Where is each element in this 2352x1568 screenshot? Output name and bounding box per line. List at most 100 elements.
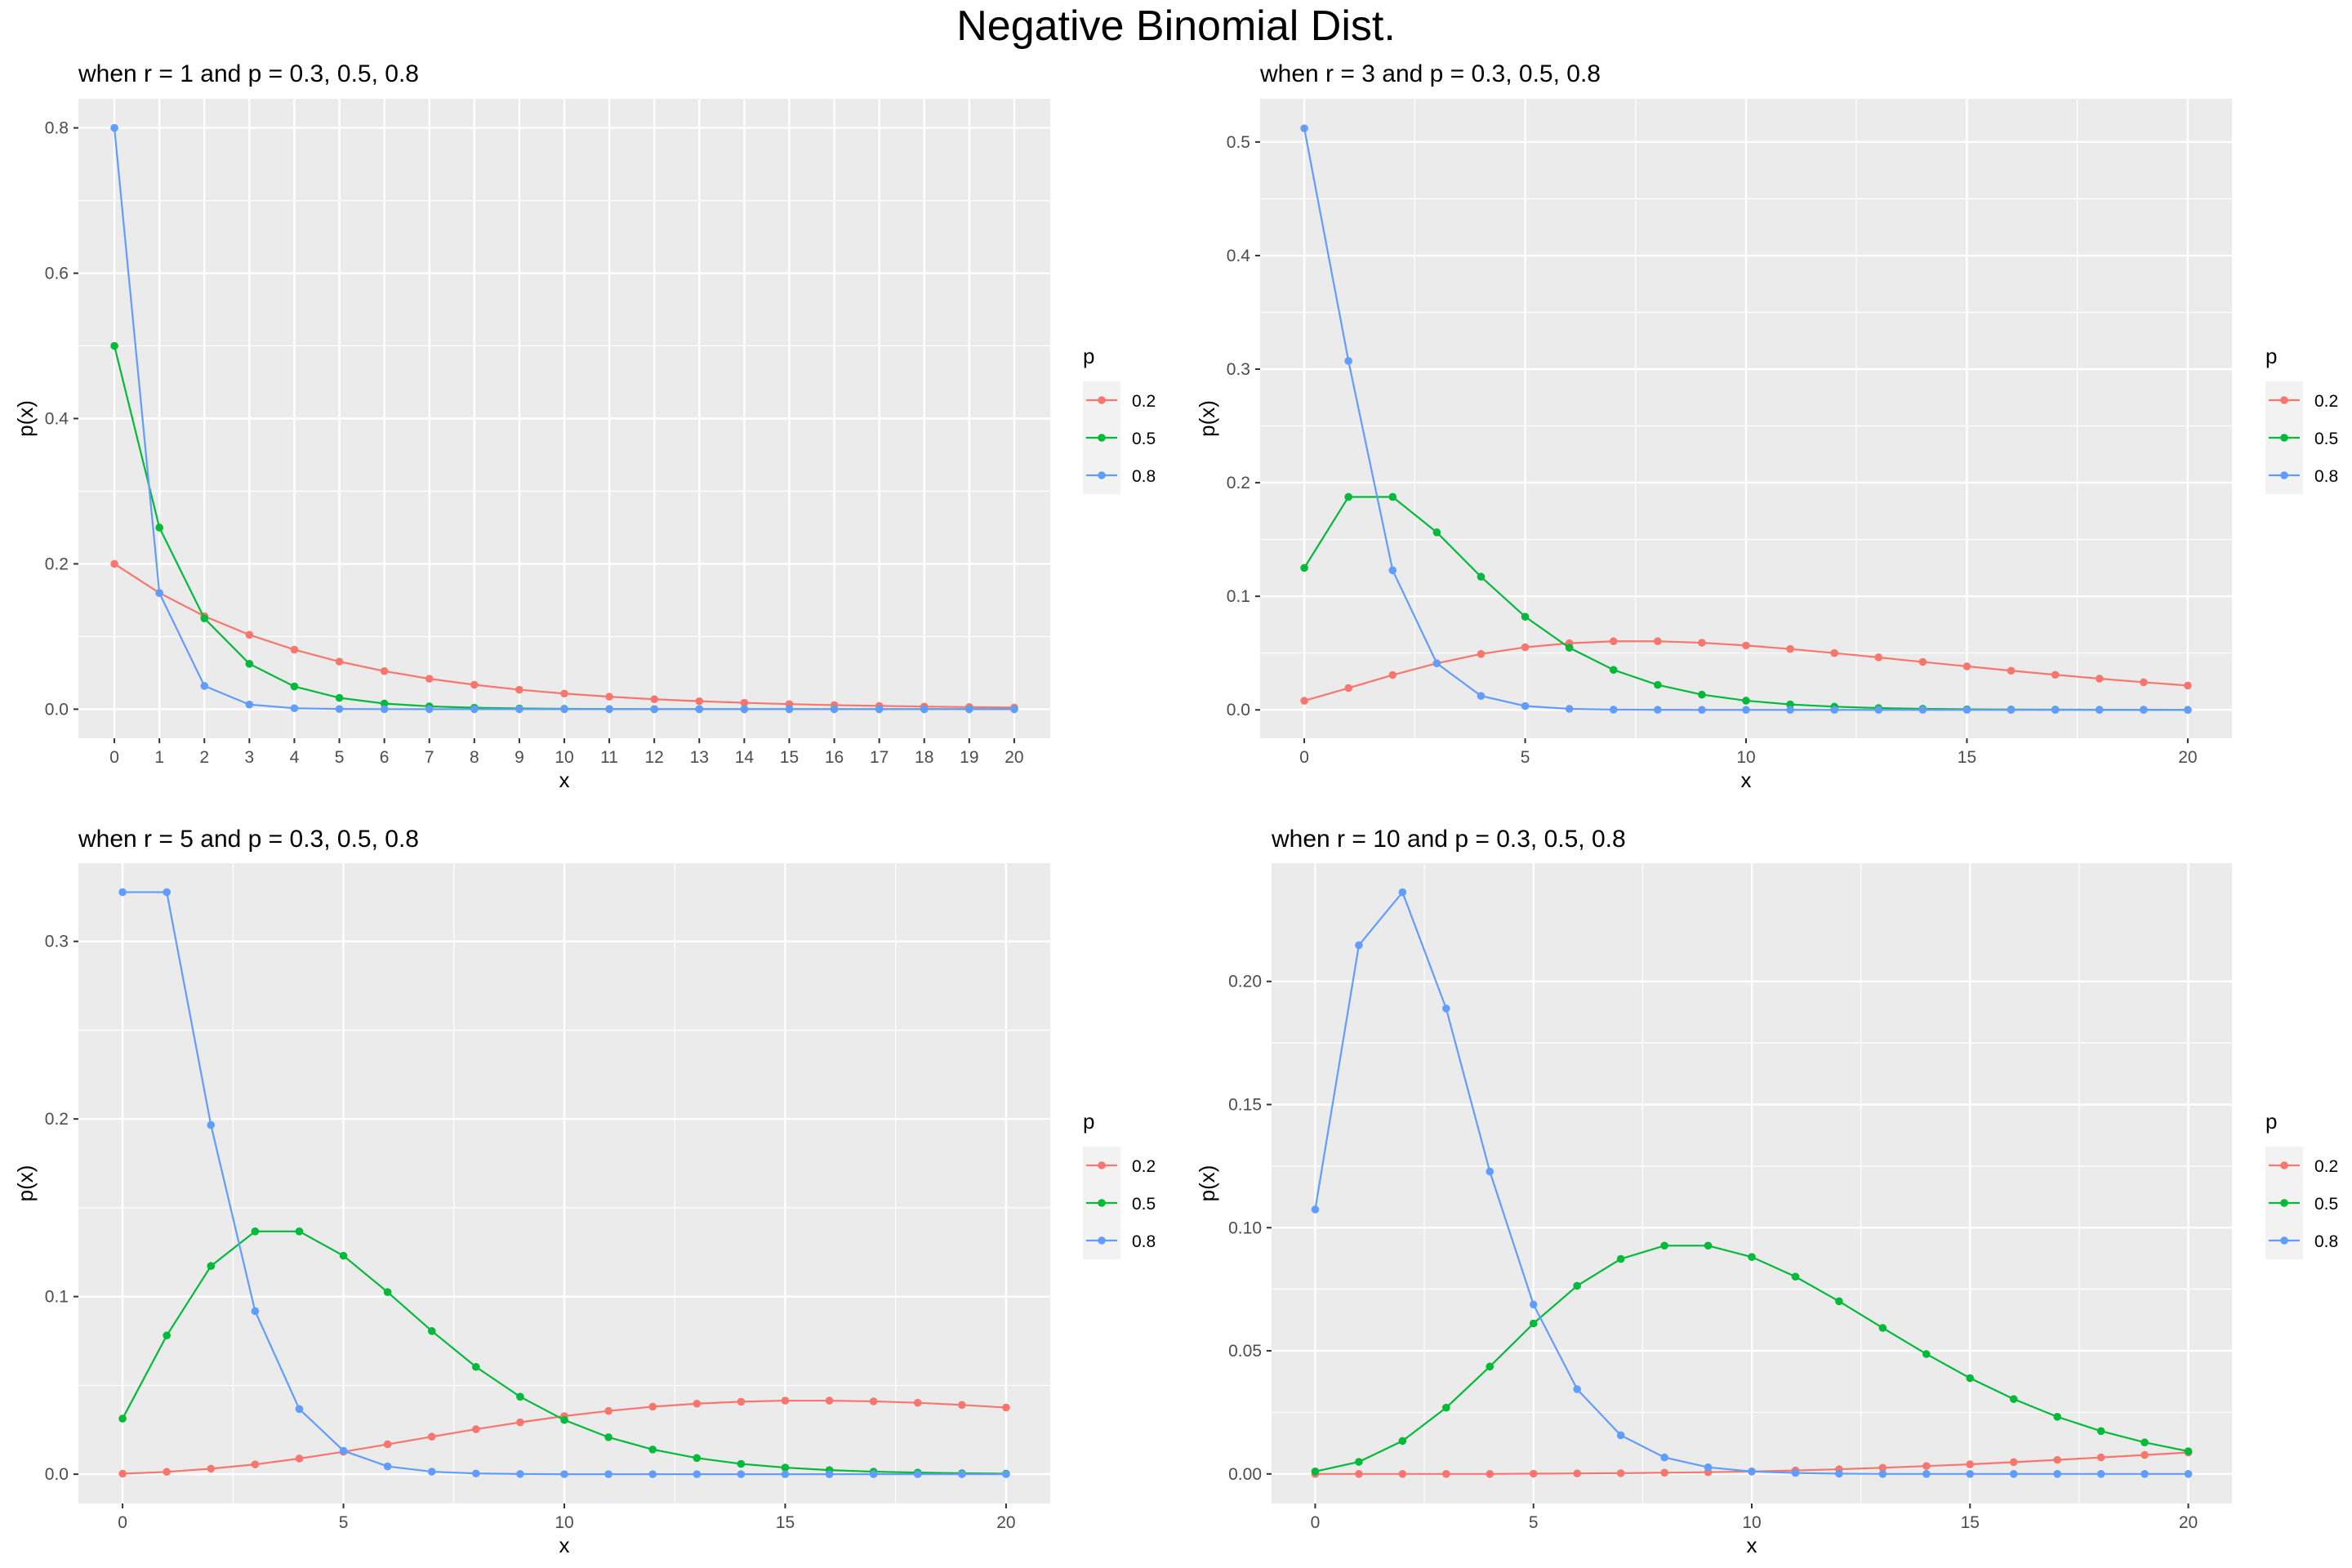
data-point bbox=[200, 682, 209, 690]
data-point bbox=[383, 1288, 392, 1297]
data-point bbox=[1486, 1470, 1494, 1478]
data-point bbox=[2184, 1447, 2193, 1455]
legend-label: 0.5 bbox=[2314, 430, 2338, 448]
data-point bbox=[875, 705, 884, 714]
legend-key-point bbox=[1098, 1161, 1106, 1169]
data-point bbox=[251, 1227, 260, 1236]
data-point bbox=[695, 697, 704, 706]
data-point bbox=[207, 1464, 216, 1473]
data-point bbox=[1835, 1469, 1843, 1478]
data-point bbox=[290, 645, 299, 654]
x-tick-label: 18 bbox=[915, 748, 933, 767]
chart-panel-3: 0.0 0.1 0.2 0.3 0 5 10 15 20 when r = 5 and p = 0… bbox=[13, 826, 1156, 1557]
data-point bbox=[427, 1327, 436, 1335]
data-point bbox=[1966, 1460, 1975, 1468]
y-axis-label: p(x) bbox=[1195, 400, 1219, 437]
data-point bbox=[1311, 1205, 1320, 1214]
data-point bbox=[560, 1470, 568, 1478]
data-point bbox=[1791, 1468, 1800, 1477]
data-point bbox=[427, 1432, 436, 1441]
legend-label: 0.2 bbox=[1132, 392, 1156, 411]
data-point bbox=[2009, 1470, 2018, 1478]
data-point bbox=[515, 705, 523, 714]
data-point bbox=[118, 1414, 127, 1423]
data-point bbox=[869, 1397, 878, 1405]
data-point bbox=[1874, 653, 1883, 662]
data-point bbox=[604, 1406, 612, 1415]
data-point bbox=[207, 1120, 216, 1129]
data-point bbox=[1830, 706, 1838, 715]
chart-title: when r = 3 and p = 0.3, 0.5, 0.8 bbox=[1259, 60, 1601, 87]
x-tick-label: 0 bbox=[118, 1513, 127, 1532]
x-tick-label: 15 bbox=[1958, 748, 1976, 767]
data-point bbox=[913, 1470, 922, 1478]
data-point bbox=[118, 888, 127, 897]
data-point bbox=[163, 1331, 171, 1340]
data-point bbox=[118, 1469, 127, 1478]
x-tick-label: 13 bbox=[690, 748, 709, 767]
data-point bbox=[472, 1425, 480, 1433]
chart-panel-4: 0.00 0.05 0.10 0.15 0.20 0 5 10 15 20 when r = 10 … bbox=[1195, 826, 2338, 1557]
y-tick-label: 0.20 bbox=[1228, 973, 1262, 991]
data-point bbox=[1300, 697, 1308, 705]
data-point bbox=[425, 705, 434, 714]
data-point bbox=[604, 1433, 612, 1441]
data-point bbox=[737, 1470, 746, 1478]
data-point bbox=[1616, 1254, 1625, 1263]
data-point bbox=[1654, 680, 1662, 689]
y-axis-label: p(x) bbox=[13, 400, 38, 437]
data-point bbox=[825, 1470, 834, 1478]
data-point bbox=[1573, 1281, 1581, 1290]
data-point bbox=[295, 1405, 304, 1414]
data-point bbox=[1654, 637, 1662, 646]
x-tick-label: 12 bbox=[645, 748, 664, 767]
x-tick-label: 10 bbox=[555, 748, 573, 767]
data-point bbox=[958, 1470, 966, 1478]
x-tick-label: 8 bbox=[470, 748, 479, 767]
y-tick-label: 0.0 bbox=[45, 1465, 69, 1484]
data-point bbox=[1521, 612, 1530, 621]
data-point bbox=[1398, 1470, 1407, 1478]
data-point bbox=[693, 1454, 702, 1463]
data-point bbox=[560, 705, 568, 714]
data-point bbox=[1874, 706, 1883, 715]
data-point bbox=[1398, 888, 1407, 897]
data-point bbox=[245, 700, 254, 709]
data-point bbox=[335, 693, 344, 702]
data-point bbox=[1698, 639, 1706, 647]
y-tick-label: 0.0 bbox=[1227, 701, 1250, 719]
data-point bbox=[2051, 670, 2060, 679]
data-point bbox=[1486, 1362, 1494, 1371]
y-tick-label: 0.4 bbox=[1227, 247, 1251, 265]
data-point bbox=[472, 1469, 480, 1478]
data-point bbox=[2009, 1458, 2018, 1467]
data-point bbox=[560, 1415, 568, 1424]
data-point bbox=[2053, 1413, 2061, 1421]
chart-title: when r = 5 and p = 0.3, 0.5, 0.8 bbox=[78, 826, 419, 853]
data-point bbox=[605, 693, 613, 701]
data-point bbox=[380, 666, 389, 675]
data-point bbox=[1529, 1300, 1538, 1309]
data-point bbox=[335, 705, 344, 713]
data-point bbox=[1830, 648, 1838, 657]
y-axis-label: p(x) bbox=[1195, 1165, 1219, 1202]
data-point bbox=[1355, 941, 1363, 950]
data-point bbox=[2007, 666, 2016, 675]
x-tick-label: 14 bbox=[735, 748, 755, 767]
x-tick-label: 6 bbox=[380, 748, 390, 767]
y-tick-label: 0.2 bbox=[1227, 474, 1250, 492]
data-point bbox=[1742, 697, 1750, 705]
data-point bbox=[648, 1470, 657, 1478]
data-point bbox=[2051, 706, 2060, 715]
data-point bbox=[2140, 706, 2148, 715]
y-tick-label: 0.3 bbox=[1227, 360, 1250, 379]
data-point bbox=[516, 1418, 524, 1427]
data-point bbox=[650, 705, 658, 714]
y-tick-label: 0.5 bbox=[1227, 133, 1250, 152]
y-tick-label: 0.10 bbox=[1228, 1218, 1262, 1237]
chart-panel-2: 0.0 0.1 0.2 0.3 0.4 0.5 0 5 10 15 20 when r = 3 and… bbox=[1195, 60, 2338, 792]
legend-key-point bbox=[1098, 1236, 1106, 1245]
data-point bbox=[1300, 124, 1308, 132]
figure-title: Negative Binomial Dist. bbox=[956, 2, 1396, 50]
